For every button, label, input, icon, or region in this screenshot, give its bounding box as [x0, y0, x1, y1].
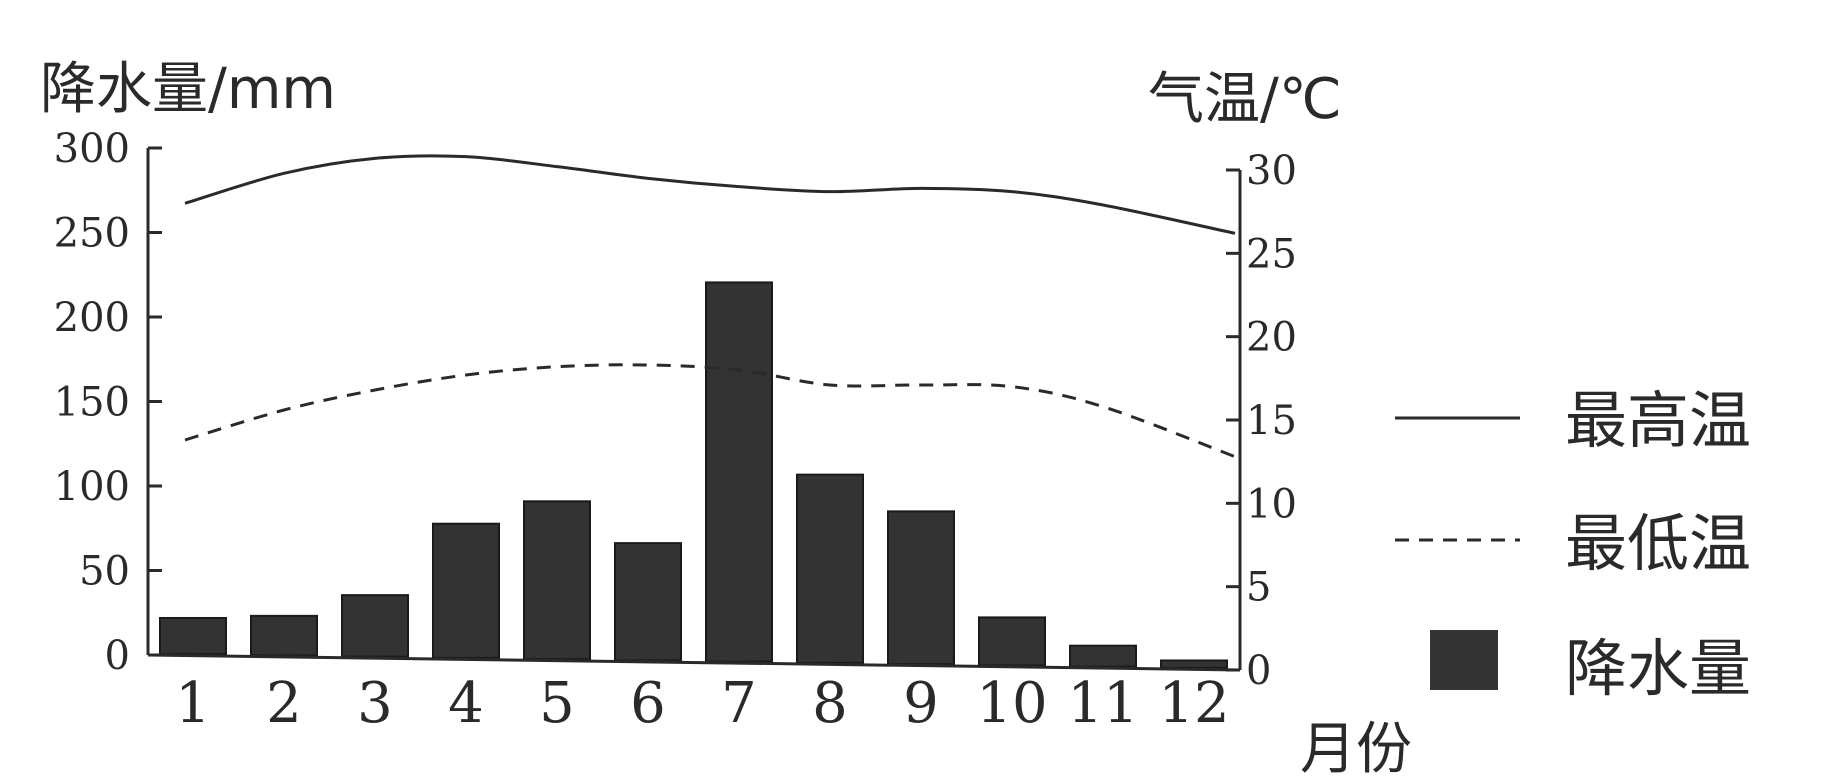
right-axis-title: 气温/℃: [1148, 67, 1342, 132]
right-tick-label: 10: [1246, 481, 1297, 527]
x-axis-title: 月份: [1300, 717, 1412, 782]
left-tick-label: 50: [79, 549, 130, 595]
precip-bar-10: [978, 616, 1046, 667]
month-label: 3: [357, 671, 393, 736]
temperature-lines: [184, 154, 1236, 459]
precip-bar-8: [796, 473, 864, 664]
precip-bar-5: [523, 500, 591, 661]
left-tick-label: 250: [54, 211, 130, 257]
right-tick-label: 20: [1246, 315, 1297, 361]
month-label: 11: [1067, 671, 1138, 736]
left-tick-label: 300: [54, 126, 130, 172]
month-label: 6: [630, 671, 666, 736]
legend-label-min-temp: 最低温: [1565, 507, 1751, 580]
left-axis-title: 降水量/mm: [40, 57, 336, 122]
right-tick-label: 25: [1246, 231, 1297, 277]
right-axis-ticks: 0 5 10 15 20 25 30: [1226, 148, 1297, 694]
precip-bar-12: [1160, 659, 1228, 669]
legend-label-precipitation: 降水量: [1565, 632, 1751, 705]
legend-label-max-temp: 最高温: [1565, 384, 1751, 457]
month-label: 2: [266, 671, 302, 736]
x-axis-line: [147, 653, 1241, 672]
right-tick-label: 30: [1246, 148, 1297, 194]
precip-bar-6: [614, 542, 682, 662]
right-tick-label: 15: [1246, 398, 1297, 444]
month-label: 12: [1158, 671, 1229, 736]
precip-bar-9: [887, 510, 955, 666]
legend: 最高温 最低温 降水量: [1395, 384, 1751, 705]
precip-bar-2: [250, 614, 318, 657]
precip-bar-1: [159, 616, 227, 656]
month-label: 10: [976, 671, 1047, 736]
month-label: 7: [721, 671, 757, 736]
month-label: 4: [448, 671, 484, 736]
legend-bar-swatch-icon: [1430, 630, 1498, 690]
precipitation-bars: [159, 281, 1228, 669]
left-tick-label: 0: [105, 633, 130, 679]
precip-bar-4: [432, 522, 500, 659]
right-tick-label: 0: [1246, 648, 1271, 694]
left-tick-label: 150: [54, 380, 130, 426]
precip-bar-7: [705, 281, 773, 663]
precip-bar-11: [1069, 644, 1137, 668]
left-axis-ticks: 0 50 100 150 200 250 300: [54, 126, 162, 679]
left-tick-label: 200: [54, 295, 130, 341]
month-label: 1: [175, 671, 211, 736]
month-label: 8: [812, 671, 848, 736]
month-ticks: 1 2 3 4 5 6 7 8 9 10 11 12: [175, 671, 1229, 736]
precip-bar-3: [341, 594, 409, 658]
right-tick-label: 5: [1246, 565, 1271, 611]
max-temp-line: [184, 154, 1236, 235]
month-label: 9: [903, 671, 939, 736]
left-tick-label: 100: [54, 464, 130, 510]
month-label: 5: [539, 671, 575, 736]
